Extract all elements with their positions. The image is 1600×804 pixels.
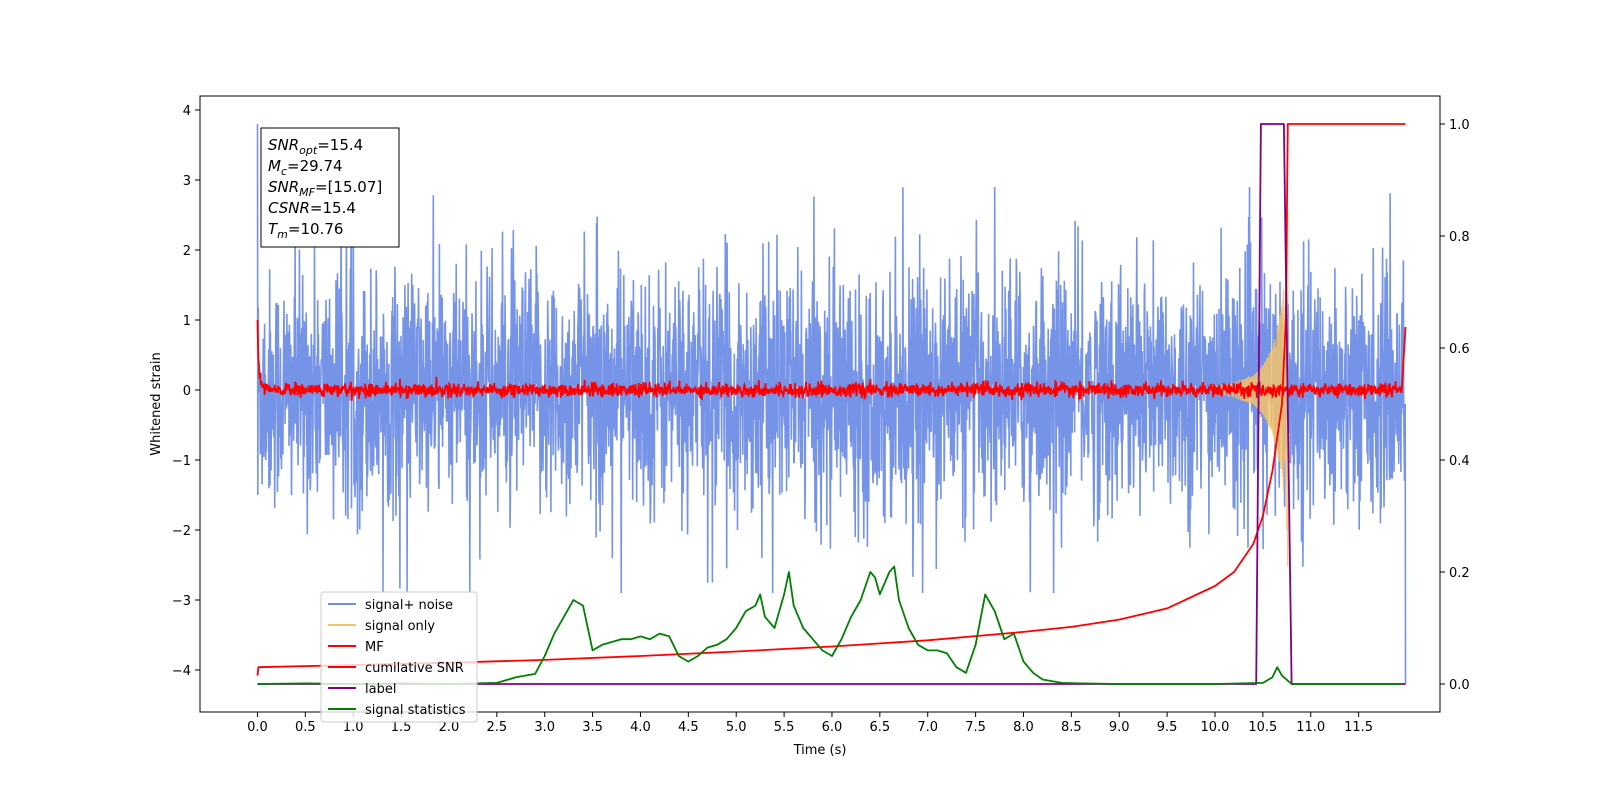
legend-label: cumilative SNR bbox=[365, 661, 464, 676]
series-signal-only-line bbox=[1214, 211, 1289, 567]
y-axis-label: Whitened strain bbox=[149, 352, 164, 455]
x-tick-label: 3.0 bbox=[534, 720, 555, 735]
x-tick-label: 8.0 bbox=[1013, 720, 1034, 735]
legend-label: signal statistics bbox=[365, 703, 466, 718]
annotation-line: Mc=29.74 bbox=[268, 157, 343, 178]
series-signal-noise-line bbox=[256, 123, 1407, 685]
y2-tick-label: 0.4 bbox=[1449, 454, 1470, 469]
x-tick-label: 1.0 bbox=[343, 720, 364, 735]
annotation-box: SNRopt=15.4Mc=29.74SNRMF=[15.07]CSNR=15.… bbox=[260, 127, 400, 248]
x-tick-label: 10.5 bbox=[1248, 720, 1277, 735]
x-tick-label: 3.5 bbox=[582, 720, 603, 735]
x-tick-label: 7.5 bbox=[965, 720, 986, 735]
x-axis-label: Time (s) bbox=[793, 743, 847, 758]
annotation-line: Tm=10.76 bbox=[268, 220, 343, 241]
x-tick-label: 2.5 bbox=[486, 720, 507, 735]
y-tick-label: 4 bbox=[183, 104, 191, 119]
y-tick-label: −2 bbox=[172, 524, 191, 539]
y2-tick-label: 0.2 bbox=[1449, 566, 1470, 581]
plot-area bbox=[256, 123, 1407, 685]
x-tick-label: 9.5 bbox=[1157, 720, 1178, 735]
x-tick-label: 7.0 bbox=[917, 720, 938, 735]
x-tick-label: 1.5 bbox=[391, 720, 412, 735]
x-tick-label: 5.0 bbox=[726, 720, 747, 735]
x-tick-label: 4.5 bbox=[678, 720, 699, 735]
y-axis-right: 1.0 0.8 0.6 0.4 0.2 0.0 bbox=[1440, 118, 1470, 693]
y-tick-label: 0 bbox=[183, 384, 191, 399]
x-tick-label: 11.5 bbox=[1344, 720, 1373, 735]
legend: signal+ noise signal only MF cumilative SNR… bbox=[320, 591, 478, 723]
y-tick-label: −3 bbox=[172, 594, 191, 609]
legend-label: MF bbox=[365, 640, 384, 655]
legend-label: signal+ noise bbox=[365, 598, 453, 613]
series-cumilative-snr-line bbox=[256, 123, 1406, 676]
annotation-line: CSNR=15.4 bbox=[268, 199, 356, 217]
y-tick-label: −1 bbox=[172, 454, 191, 469]
legend-label: label bbox=[365, 682, 396, 697]
x-axis: 0.0 0.5 1.0 1.5 2.0 2.5 3.0 3.5 4.0 4.5 5.0 5.5 6.0 6… bbox=[247, 712, 1373, 735]
x-tick-label: 8.5 bbox=[1061, 720, 1082, 735]
y2-tick-label: 0.8 bbox=[1449, 230, 1470, 245]
x-tick-label: 5.5 bbox=[774, 720, 795, 735]
y-tick-label: −4 bbox=[172, 664, 191, 679]
x-tick-label: 0.0 bbox=[247, 720, 268, 735]
annotation-line: SNRMF=[15.07] bbox=[268, 178, 382, 199]
plot-frame bbox=[199, 95, 1441, 713]
series-signal-statistics-line bbox=[257, 565, 1402, 685]
x-tick-label: 2.0 bbox=[439, 720, 460, 735]
y-axis-left: 4 3 2 1 0 −1 −2 −3 −4 bbox=[172, 104, 200, 679]
x-tick-label: 9.0 bbox=[1109, 720, 1130, 735]
annotation-line: SNRopt=15.4 bbox=[268, 136, 363, 157]
series-mf-line bbox=[256, 319, 1407, 401]
legend-frame bbox=[320, 591, 478, 723]
y-tick-label: 2 bbox=[183, 244, 191, 259]
x-tick-label: 4.0 bbox=[630, 720, 651, 735]
legend-label: signal only bbox=[365, 619, 435, 634]
x-tick-label: 6.5 bbox=[870, 720, 891, 735]
x-tick-label: 10.0 bbox=[1201, 720, 1230, 735]
annotation-frame bbox=[260, 127, 400, 248]
y2-tick-label: 1.0 bbox=[1449, 118, 1470, 133]
x-tick-label: 11.0 bbox=[1296, 720, 1325, 735]
y2-tick-label: 0.0 bbox=[1449, 678, 1470, 693]
y-tick-label: 3 bbox=[183, 174, 191, 189]
x-tick-label: 0.5 bbox=[295, 720, 316, 735]
y2-tick-label: 0.6 bbox=[1449, 342, 1470, 357]
x-tick-label: 6.0 bbox=[822, 720, 843, 735]
y-tick-label: 1 bbox=[183, 314, 191, 329]
